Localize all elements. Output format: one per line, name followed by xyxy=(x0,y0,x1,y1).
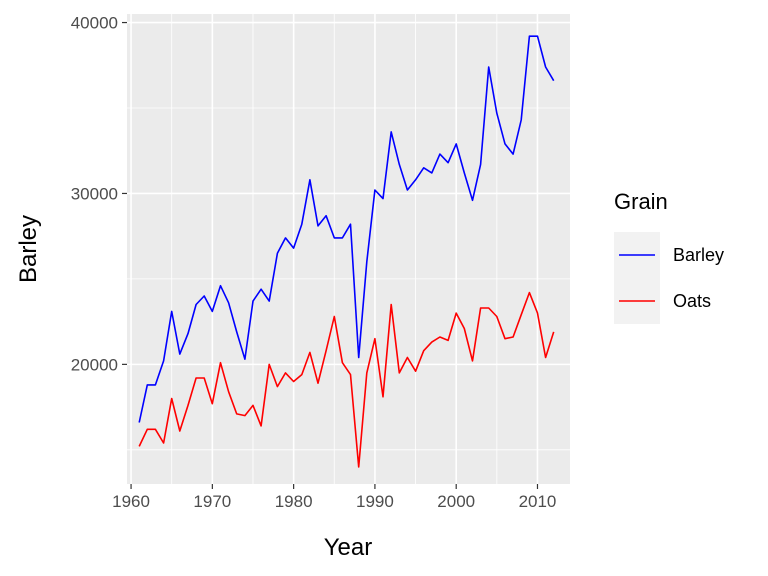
x-tick-label: 1990 xyxy=(356,492,394,511)
series-lines xyxy=(138,35,555,468)
minor-gridlines xyxy=(127,14,570,484)
x-axis-title: Year xyxy=(324,534,373,561)
x-tick-label: 1970 xyxy=(193,492,231,511)
y-tick-label: 20000 xyxy=(71,355,118,374)
x-tick-label: 1960 xyxy=(112,492,150,511)
y-tick-label: 40000 xyxy=(71,14,118,33)
x-axis-ticks: 1960 1970 1980 1990 2000 2010 xyxy=(112,484,556,511)
x-tick-label: 2000 xyxy=(437,492,475,511)
legend-label-barley: Barley xyxy=(673,245,724,265)
major-gridlines xyxy=(127,14,570,484)
panel-background xyxy=(127,14,570,484)
series-line-oats xyxy=(138,291,555,468)
x-tick-label: 2010 xyxy=(519,492,557,511)
series-line-barley xyxy=(138,35,555,423)
y-axis-ticks: 20000 30000 40000 xyxy=(71,14,127,374)
legend-label-oats: Oats xyxy=(673,291,711,311)
legend-title: Grain xyxy=(614,189,668,214)
legend-items: Barley Oats xyxy=(614,232,724,324)
y-axis-title: Barley xyxy=(15,215,42,283)
x-tick-label: 1980 xyxy=(275,492,313,511)
legend: Grain Barley Oats xyxy=(614,189,724,324)
y-tick-label: 30000 xyxy=(71,184,118,203)
